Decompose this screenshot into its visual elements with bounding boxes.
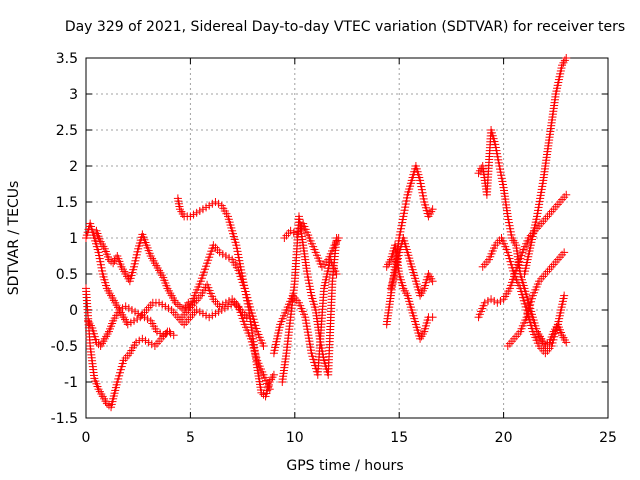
- data-point: [560, 291, 569, 300]
- x-tick-label: 10: [286, 430, 304, 446]
- y-tick-label: -0.5: [51, 339, 78, 355]
- data-point: [269, 370, 278, 379]
- x-tick-label: 20: [495, 430, 513, 446]
- data-point: [428, 277, 437, 286]
- data-point: [562, 54, 571, 62]
- y-tick-label: 1.5: [56, 195, 78, 211]
- chart-title: Day 329 of 2021, Sidereal Day-to-day VTE…: [65, 19, 625, 35]
- y-tick-label: 2.5: [56, 123, 78, 139]
- x-tick-label: 15: [390, 430, 408, 446]
- data-point: [562, 338, 571, 347]
- data-point: [560, 248, 569, 257]
- y-tick-labels: -1.5 -1 -0.5 0 0.5 1 1.5 2 2.5 3 3.5: [51, 51, 78, 427]
- data-point: [173, 300, 182, 309]
- data-point: [428, 313, 437, 322]
- data-point: [334, 234, 343, 242]
- y-axis-label: SDTVAR / TECUs: [6, 181, 22, 296]
- data-point: [169, 331, 178, 340]
- data-point: [428, 205, 437, 214]
- y-tick-label: 3.5: [56, 51, 78, 67]
- data-point: [175, 302, 184, 311]
- data-point: [94, 340, 103, 349]
- data-point: [259, 342, 268, 350]
- y-tick-label: 3: [69, 87, 78, 103]
- data-point: [265, 385, 274, 394]
- data-point: [92, 338, 101, 347]
- data-point: [102, 399, 111, 408]
- data-point: [257, 388, 266, 397]
- y-tick-label: 0: [69, 303, 78, 319]
- data-point: [171, 298, 180, 307]
- data-points: [82, 54, 571, 412]
- y-tick-label: 0.5: [56, 267, 78, 283]
- data-point: [107, 257, 116, 266]
- y-tick-label: 1: [69, 231, 78, 247]
- x-tick-label: 0: [82, 430, 91, 446]
- data-point: [541, 342, 550, 350]
- data-point: [165, 327, 174, 336]
- data-point: [104, 255, 113, 264]
- data-point: [543, 340, 552, 349]
- x-tick-labels: 0 5 10 15 20 25: [82, 430, 617, 446]
- y-tick-label: 2: [69, 159, 78, 175]
- y-tick-label: -1: [64, 375, 78, 391]
- data-point: [178, 304, 187, 313]
- x-axis-label: GPS time / hours: [286, 458, 403, 474]
- x-tick-label: 25: [599, 430, 617, 446]
- x-tick-label: 5: [186, 430, 195, 446]
- y-tick-label: -1.5: [51, 411, 78, 427]
- data-point: [562, 190, 571, 199]
- data-point: [332, 270, 341, 278]
